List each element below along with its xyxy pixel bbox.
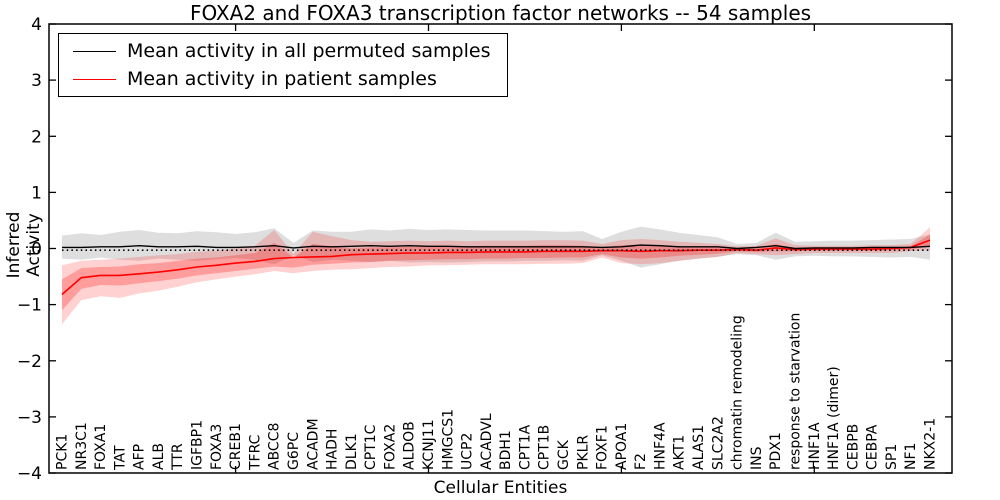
- x-tick-label: CEBPA: [865, 424, 881, 470]
- x-tick-label: KCNJ11: [421, 419, 437, 470]
- x-tick-label: FOXA1: [93, 424, 109, 470]
- y-tick-label: 0: [31, 240, 42, 260]
- x-tick-label: AKT1: [672, 435, 688, 470]
- x-tick-label: SP1: [884, 444, 900, 470]
- y-tick-label: 4: [31, 15, 42, 35]
- y-axis-label: Inferred Activity: [4, 211, 44, 279]
- x-tick-label: G6PC: [286, 432, 302, 470]
- x-tick-label: SLC2A2: [710, 416, 726, 470]
- legend: Mean activity in all permuted samples Me…: [58, 33, 508, 97]
- x-tick-label: NR3C1: [74, 422, 90, 470]
- x-tick-label: HNF1A: [807, 422, 823, 470]
- x-tick-label: CREB1: [228, 423, 244, 470]
- y-tick-label: 2: [31, 127, 42, 147]
- x-tick-label: GCK: [556, 439, 572, 470]
- x-tick-label: CEBPB: [845, 424, 861, 470]
- x-tick-label: CPT1C: [363, 424, 379, 470]
- x-tick-label: PDX1: [768, 432, 784, 470]
- x-tick-label: INS: [749, 446, 765, 470]
- legend-label-permuted: Mean activity in all permuted samples: [127, 40, 491, 62]
- x-tick-label: ACADVL: [479, 413, 495, 470]
- x-tick-label: ALB: [151, 443, 167, 470]
- x-tick-label: FOXA2: [382, 424, 398, 470]
- x-tick-label: PKLR: [575, 435, 591, 470]
- x-tick-label: NKX2-1: [923, 418, 939, 470]
- y-tick-label: −1: [17, 296, 42, 316]
- y-tick-label: −3: [17, 408, 42, 428]
- x-tick-label: HMGCS1: [440, 409, 456, 470]
- x-tick-label: ABCC8: [267, 423, 283, 470]
- x-tick-label: HNF4A: [653, 422, 669, 470]
- patient-line-swatch: [73, 78, 116, 80]
- x-tick-label: AFP: [132, 444, 148, 470]
- x-tick-label: PCK1: [55, 434, 71, 470]
- x-tick-label: APOA1: [614, 423, 630, 470]
- x-tick-label: HADH: [325, 429, 341, 470]
- x-tick-label: TFRC: [247, 434, 263, 471]
- patient-mean-line: [61, 239, 931, 296]
- y-tick-label: 3: [31, 71, 42, 91]
- legend-item-patient: Mean activity in patient samples: [59, 65, 507, 93]
- legend-item-permuted: Mean activity in all permuted samples: [59, 37, 507, 65]
- x-tick-label: BDH1: [498, 430, 514, 470]
- x-tick-label: ALAS1: [691, 425, 707, 470]
- x-tick-label: chromatin remodeling: [730, 315, 746, 470]
- x-tick-label: FOXF1: [595, 425, 611, 470]
- patient-confidence-band-outer: [62, 227, 930, 325]
- x-tick-label: IGFBP1: [190, 420, 206, 470]
- x-tick-label: TTR: [170, 443, 186, 471]
- legend-label-patient: Mean activity in patient samples: [127, 68, 437, 90]
- x-tick-label: UCP2: [460, 433, 476, 470]
- y-tick-label: −2: [17, 352, 42, 372]
- x-axis-label: Cellular Entities: [433, 478, 568, 498]
- y-tick-label: −4: [17, 464, 42, 484]
- x-tick-label: HNF1A (dimer): [826, 366, 842, 470]
- x-tick-label: TAT: [112, 445, 128, 471]
- patient-confidence-band-inner: [62, 234, 930, 311]
- permuted-line-swatch: [73, 50, 116, 52]
- x-tick-label: F2: [633, 453, 649, 470]
- x-tick-label: FOXA3: [209, 424, 225, 470]
- y-tick-label: 1: [31, 183, 42, 203]
- permuted-mean-line: [62, 244, 931, 250]
- x-tick-label: ALDOB: [402, 421, 418, 470]
- x-tick-label: response to starvation: [788, 313, 804, 470]
- x-tick-label: ACADM: [305, 418, 321, 470]
- x-tick-label: CPT1A: [517, 424, 533, 470]
- x-tick-label: CPT1B: [537, 425, 553, 470]
- chart-title: FOXA2 and FOXA3 transcription factor net…: [189, 1, 812, 25]
- x-tick-label: DLK1: [344, 433, 360, 470]
- x-tick-label: NF1: [903, 443, 919, 470]
